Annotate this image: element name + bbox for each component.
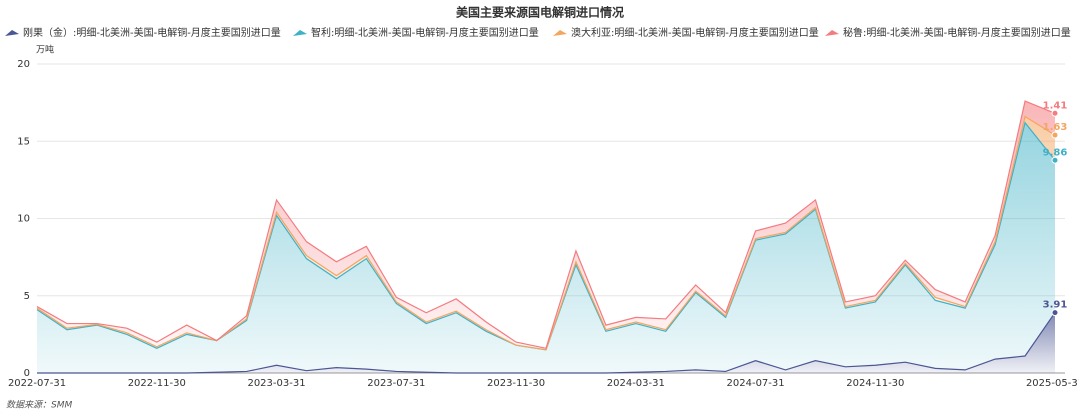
series-line <box>37 312 1056 374</box>
x-tick-label: 2025-05-31 <box>1026 378 1079 389</box>
y-tick-label: 20 <box>17 59 30 70</box>
series-line <box>36 100 1056 349</box>
y-tick-label: 10 <box>17 214 30 225</box>
x-tick-label: 2024-07-31 <box>727 378 785 389</box>
x-tick-label: 2023-11-30 <box>487 378 545 389</box>
legend-item: 智利:明细-北美洲-美国-电解铜-月度主要国别进口量 <box>293 26 539 39</box>
legend-icon <box>825 30 839 36</box>
x-tick-label: 2024-11-30 <box>846 378 904 389</box>
end-point <box>1051 109 1059 117</box>
y-axis-unit: 万吨 <box>36 44 54 56</box>
end-point <box>1051 156 1059 164</box>
y-tick-label: 15 <box>17 136 30 147</box>
y-tick-label: 5 <box>24 291 30 302</box>
x-tick-label: 2023-07-31 <box>367 378 425 389</box>
end-point <box>1051 131 1059 139</box>
series-line <box>36 115 1056 351</box>
legend-label: 智利:明细-北美洲-美国-电解铜-月度主要国别进口量 <box>311 26 539 39</box>
data-label: 9.86 <box>1043 147 1068 158</box>
legend-label: 刚果（金）:明细-北美洲-美国-电解铜-月度主要国别进口量 <box>23 26 281 39</box>
x-tick-label: 2022-07-31 <box>8 378 66 389</box>
data-label: 1.41 <box>1043 100 1068 111</box>
end-point <box>1051 309 1059 317</box>
x-tick-label: 2022-11-30 <box>128 378 186 389</box>
legend-label: 秘鲁:明细-北美洲-美国-电解铜-月度主要国别进口量 <box>843 26 1071 39</box>
legend-item: 澳大利亚:明细-北美洲-美国-电解铜-月度主要国别进口量 <box>553 26 819 39</box>
legend-icon <box>553 30 567 36</box>
x-tick-label: 2023-03-31 <box>247 378 305 389</box>
legend-icon <box>5 30 19 36</box>
source-note: 数据来源：SMM <box>6 400 72 411</box>
legend-label: 澳大利亚:明细-北美洲-美国-电解铜-月度主要国别进口量 <box>571 26 819 39</box>
area-fill <box>37 122 1055 374</box>
data-label: 1.63 <box>1043 122 1068 133</box>
chart-title: 美国主要来源国电解铜进口情况 <box>456 5 624 20</box>
data-label: 3.91 <box>1043 300 1068 311</box>
legend-item: 秘鲁:明细-北美洲-美国-电解铜-月度主要国别进口量 <box>825 26 1071 39</box>
legend-item: 刚果（金）:明细-北美洲-美国-电解铜-月度主要国别进口量 <box>5 26 281 39</box>
legend-icon <box>293 30 307 36</box>
x-tick-label: 2024-03-31 <box>607 378 665 389</box>
y-tick-label: 0 <box>24 368 30 379</box>
